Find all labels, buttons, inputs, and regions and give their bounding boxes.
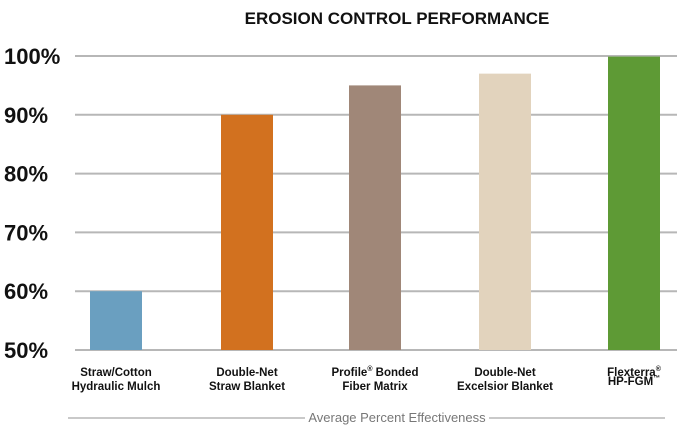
bar [90,291,142,350]
chart-title: EROSION CONTROL PERFORMANCE [245,9,550,28]
y-axis-ticks: 50% 60% 70% 80% 90% 100% [4,44,60,363]
category-label-superscript: ™ [653,375,660,382]
category-label-line: Double-Net [216,367,278,379]
y-tick-label: 100% [4,44,60,69]
category-label-superscript: ® [656,365,662,373]
bar [349,85,401,351]
category-label-line: Straw/Cotton [80,367,152,379]
category-label: Profile® Bonded Fiber Matrix [332,365,419,393]
category-label: Flexterra® HP-FGM™ [607,365,662,388]
bar [479,73,531,350]
category-label: Double-Net Straw Blanket [209,367,285,393]
bar [221,114,273,350]
category-label: Straw/Cotton Hydraulic Mulch [72,367,161,393]
category-label-line: Fiber Matrix [342,381,408,393]
y-tick-label: 50% [4,338,48,363]
bar [608,56,660,350]
y-tick-label: 60% [4,279,48,304]
category-label-line-rest: Bonded [372,367,418,379]
category-label-superscript: ® [367,365,373,373]
category-label-line: Double-Net [474,367,536,379]
category-label-line: HP-FGM [608,376,653,388]
category-labels: Straw/Cotton Hydraulic Mulch Double-Net Str… [72,365,662,393]
category-label-line: Excelsior Blanket [457,381,553,393]
y-tick-label: 70% [4,220,48,245]
x-axis-label-group: Average Percent Effectiveness [68,410,665,425]
x-axis-label: Average Percent Effectiveness [308,410,486,425]
y-tick-label: 80% [4,162,48,187]
category-label-line: Straw Blanket [209,381,285,393]
category-label-line: Profile [332,367,368,379]
category-label: Double-Net Excelsior Blanket [457,367,553,393]
category-label-line: Hydraulic Mulch [72,381,161,393]
y-tick-label: 90% [4,103,48,128]
bars [90,56,660,351]
category-label-line: Flexterra [607,367,656,379]
